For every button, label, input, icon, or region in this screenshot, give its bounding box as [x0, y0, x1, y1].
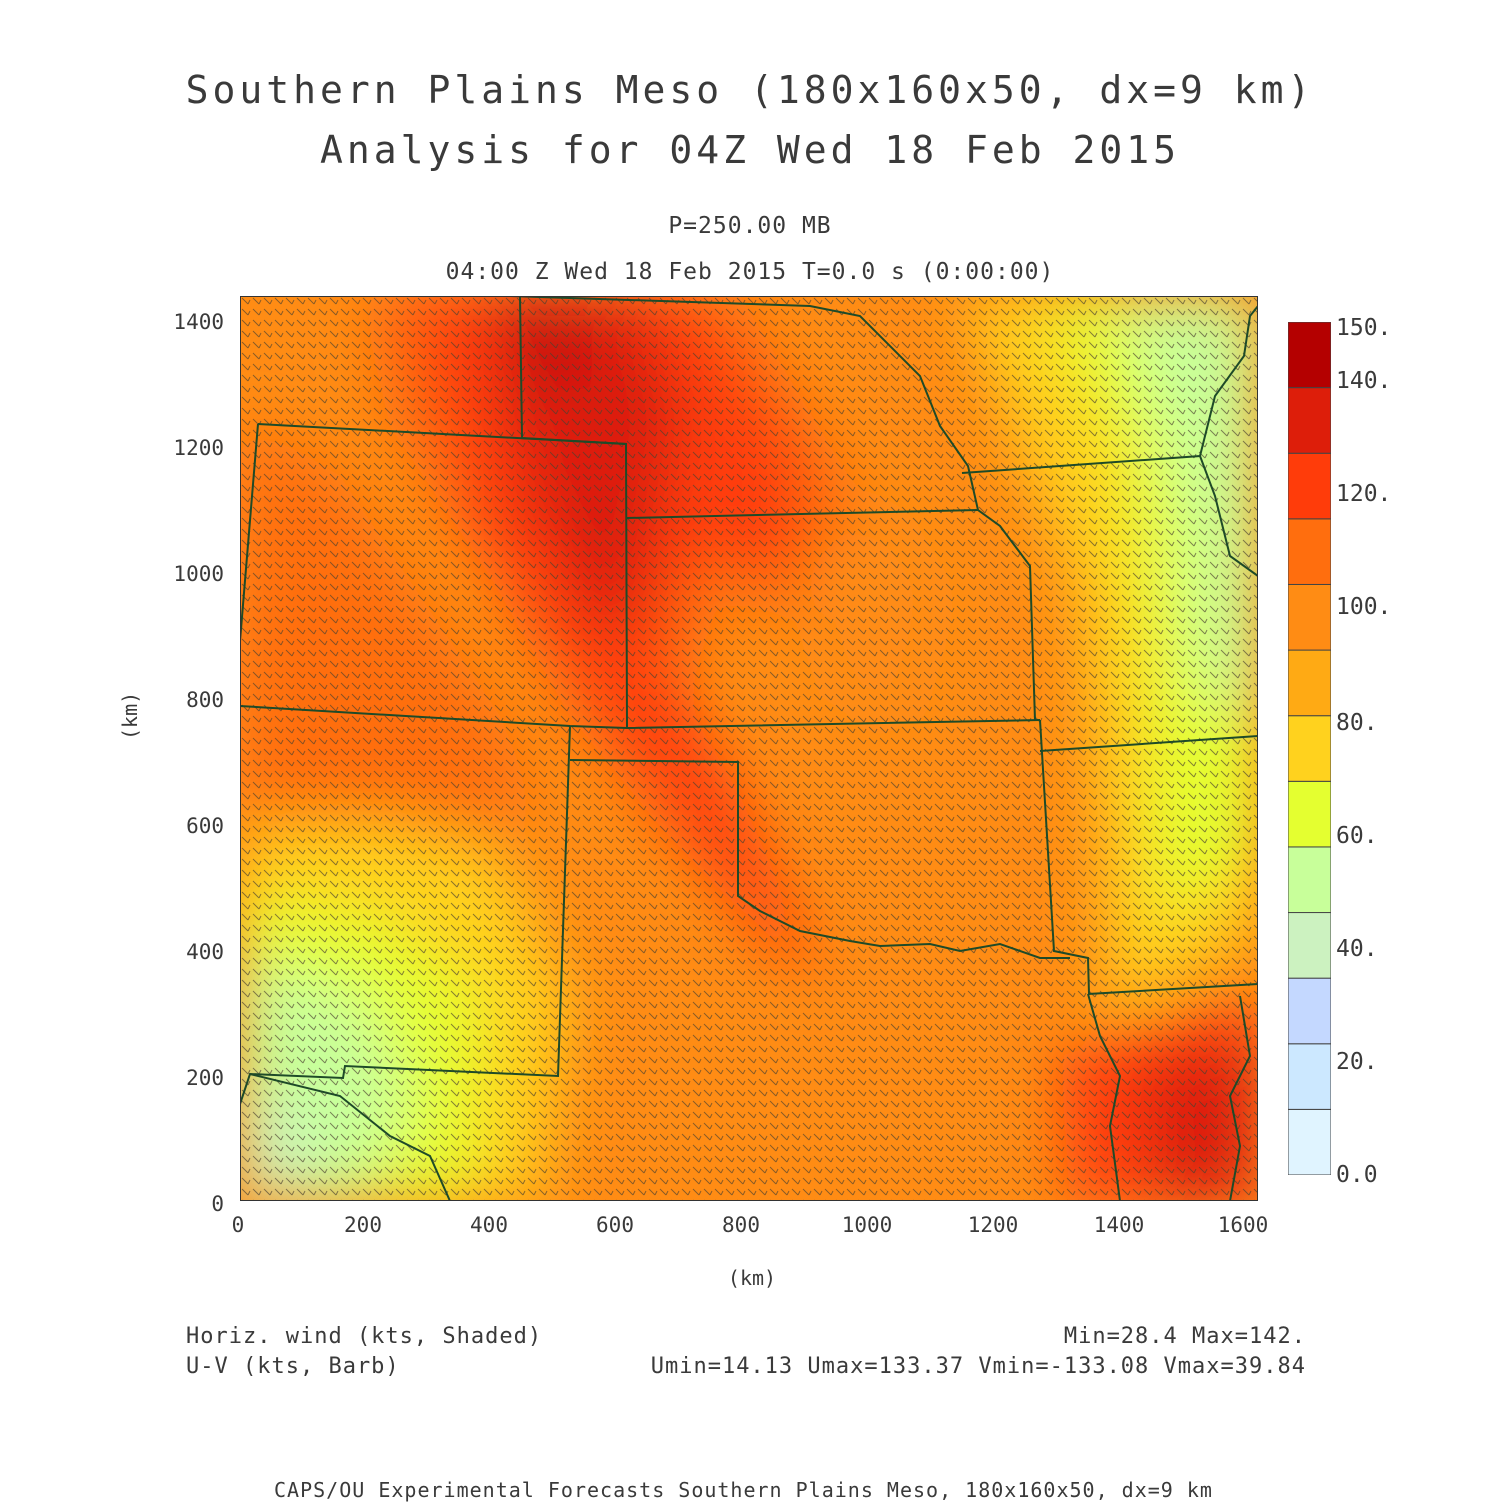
x-tick-label: 0 — [231, 1213, 245, 1237]
x-tick-label: 600 — [596, 1213, 634, 1237]
x-tick-label: 400 — [470, 1213, 508, 1237]
barb-field-label: U-V (kts, Barb) — [186, 1354, 400, 1379]
y-tick-label: 0 — [211, 1192, 224, 1216]
y-tick-label: 1400 — [173, 310, 224, 334]
colorbar-segment — [1288, 583, 1331, 651]
colorbar-label: 20. — [1336, 1049, 1378, 1075]
y-tick-label: 1000 — [173, 562, 224, 586]
x-tick-label: 800 — [722, 1213, 760, 1237]
colorbar-segment — [1288, 1043, 1331, 1110]
colorbar-segment — [1288, 780, 1331, 848]
y-tick-label: 600 — [186, 814, 224, 838]
colorbar-label: 80. — [1336, 710, 1378, 736]
colorbar-segment — [1288, 649, 1331, 717]
x-axis-label: (km) — [727, 1266, 777, 1290]
colorbar-label: 40. — [1336, 936, 1378, 962]
colorbar — [1288, 322, 1331, 1175]
wind-map — [240, 296, 1258, 1201]
shaded-field-label: Horiz. wind (kts, Shaded) — [186, 1324, 543, 1349]
colorbar-segment — [1288, 387, 1331, 454]
uv-min-max-readout: Umin=14.13 Umax=133.37 Vmin=-133.08 Vmax… — [650, 1354, 1306, 1379]
y-tick-label: 800 — [186, 688, 224, 712]
y-tick-label: 200 — [186, 1066, 224, 1090]
colorbar-segment — [1288, 518, 1331, 585]
colorbar-label: 150. — [1336, 315, 1392, 341]
colorbar-segment — [1288, 1108, 1331, 1175]
colorbar-label: 60. — [1336, 823, 1378, 849]
y-tick-label: 1200 — [173, 436, 224, 460]
colorbar-segment — [1288, 977, 1331, 1045]
colorbar-label: 140. — [1336, 368, 1392, 394]
valid-time: 04:00 Z Wed 18 Feb 2015 T=0.0 s (0:00:00… — [445, 259, 1055, 285]
x-tick-label: 1400 — [1093, 1213, 1145, 1237]
x-tick-label: 200 — [344, 1213, 382, 1237]
y-tick-label: 400 — [186, 940, 224, 964]
x-tick-label: 1600 — [1217, 1213, 1269, 1237]
colorbar-segment — [1288, 322, 1331, 389]
wind-speed-shading — [240, 296, 1258, 1201]
colorbar-segment — [1288, 452, 1331, 520]
title-line-2: Analysis for 04Z Wed 18 Feb 2015 — [319, 128, 1181, 172]
colorbar-segment — [1288, 846, 1331, 914]
state-borders — [240, 296, 1258, 1201]
y-axis-label: (km) — [118, 691, 142, 740]
x-tick-label: 1200 — [967, 1213, 1019, 1237]
pressure-level: P=250.00 MB — [668, 213, 832, 239]
colorbar-label: 120. — [1336, 481, 1392, 507]
colorbar-segment — [1288, 912, 1331, 979]
footer-credit: CAPS/OU Experimental Forecasts Southern … — [274, 1478, 1213, 1502]
colorbar-label: 0.0 — [1336, 1162, 1378, 1188]
min-max-readout: Min=28.4 Max=142. — [1063, 1324, 1306, 1349]
title-line-1: Southern Plains Meso (180x160x50, dx=9 k… — [185, 68, 1315, 112]
x-tick-label: 1000 — [841, 1213, 893, 1237]
colorbar-segment — [1288, 715, 1331, 782]
colorbar-label: 100. — [1336, 594, 1392, 620]
